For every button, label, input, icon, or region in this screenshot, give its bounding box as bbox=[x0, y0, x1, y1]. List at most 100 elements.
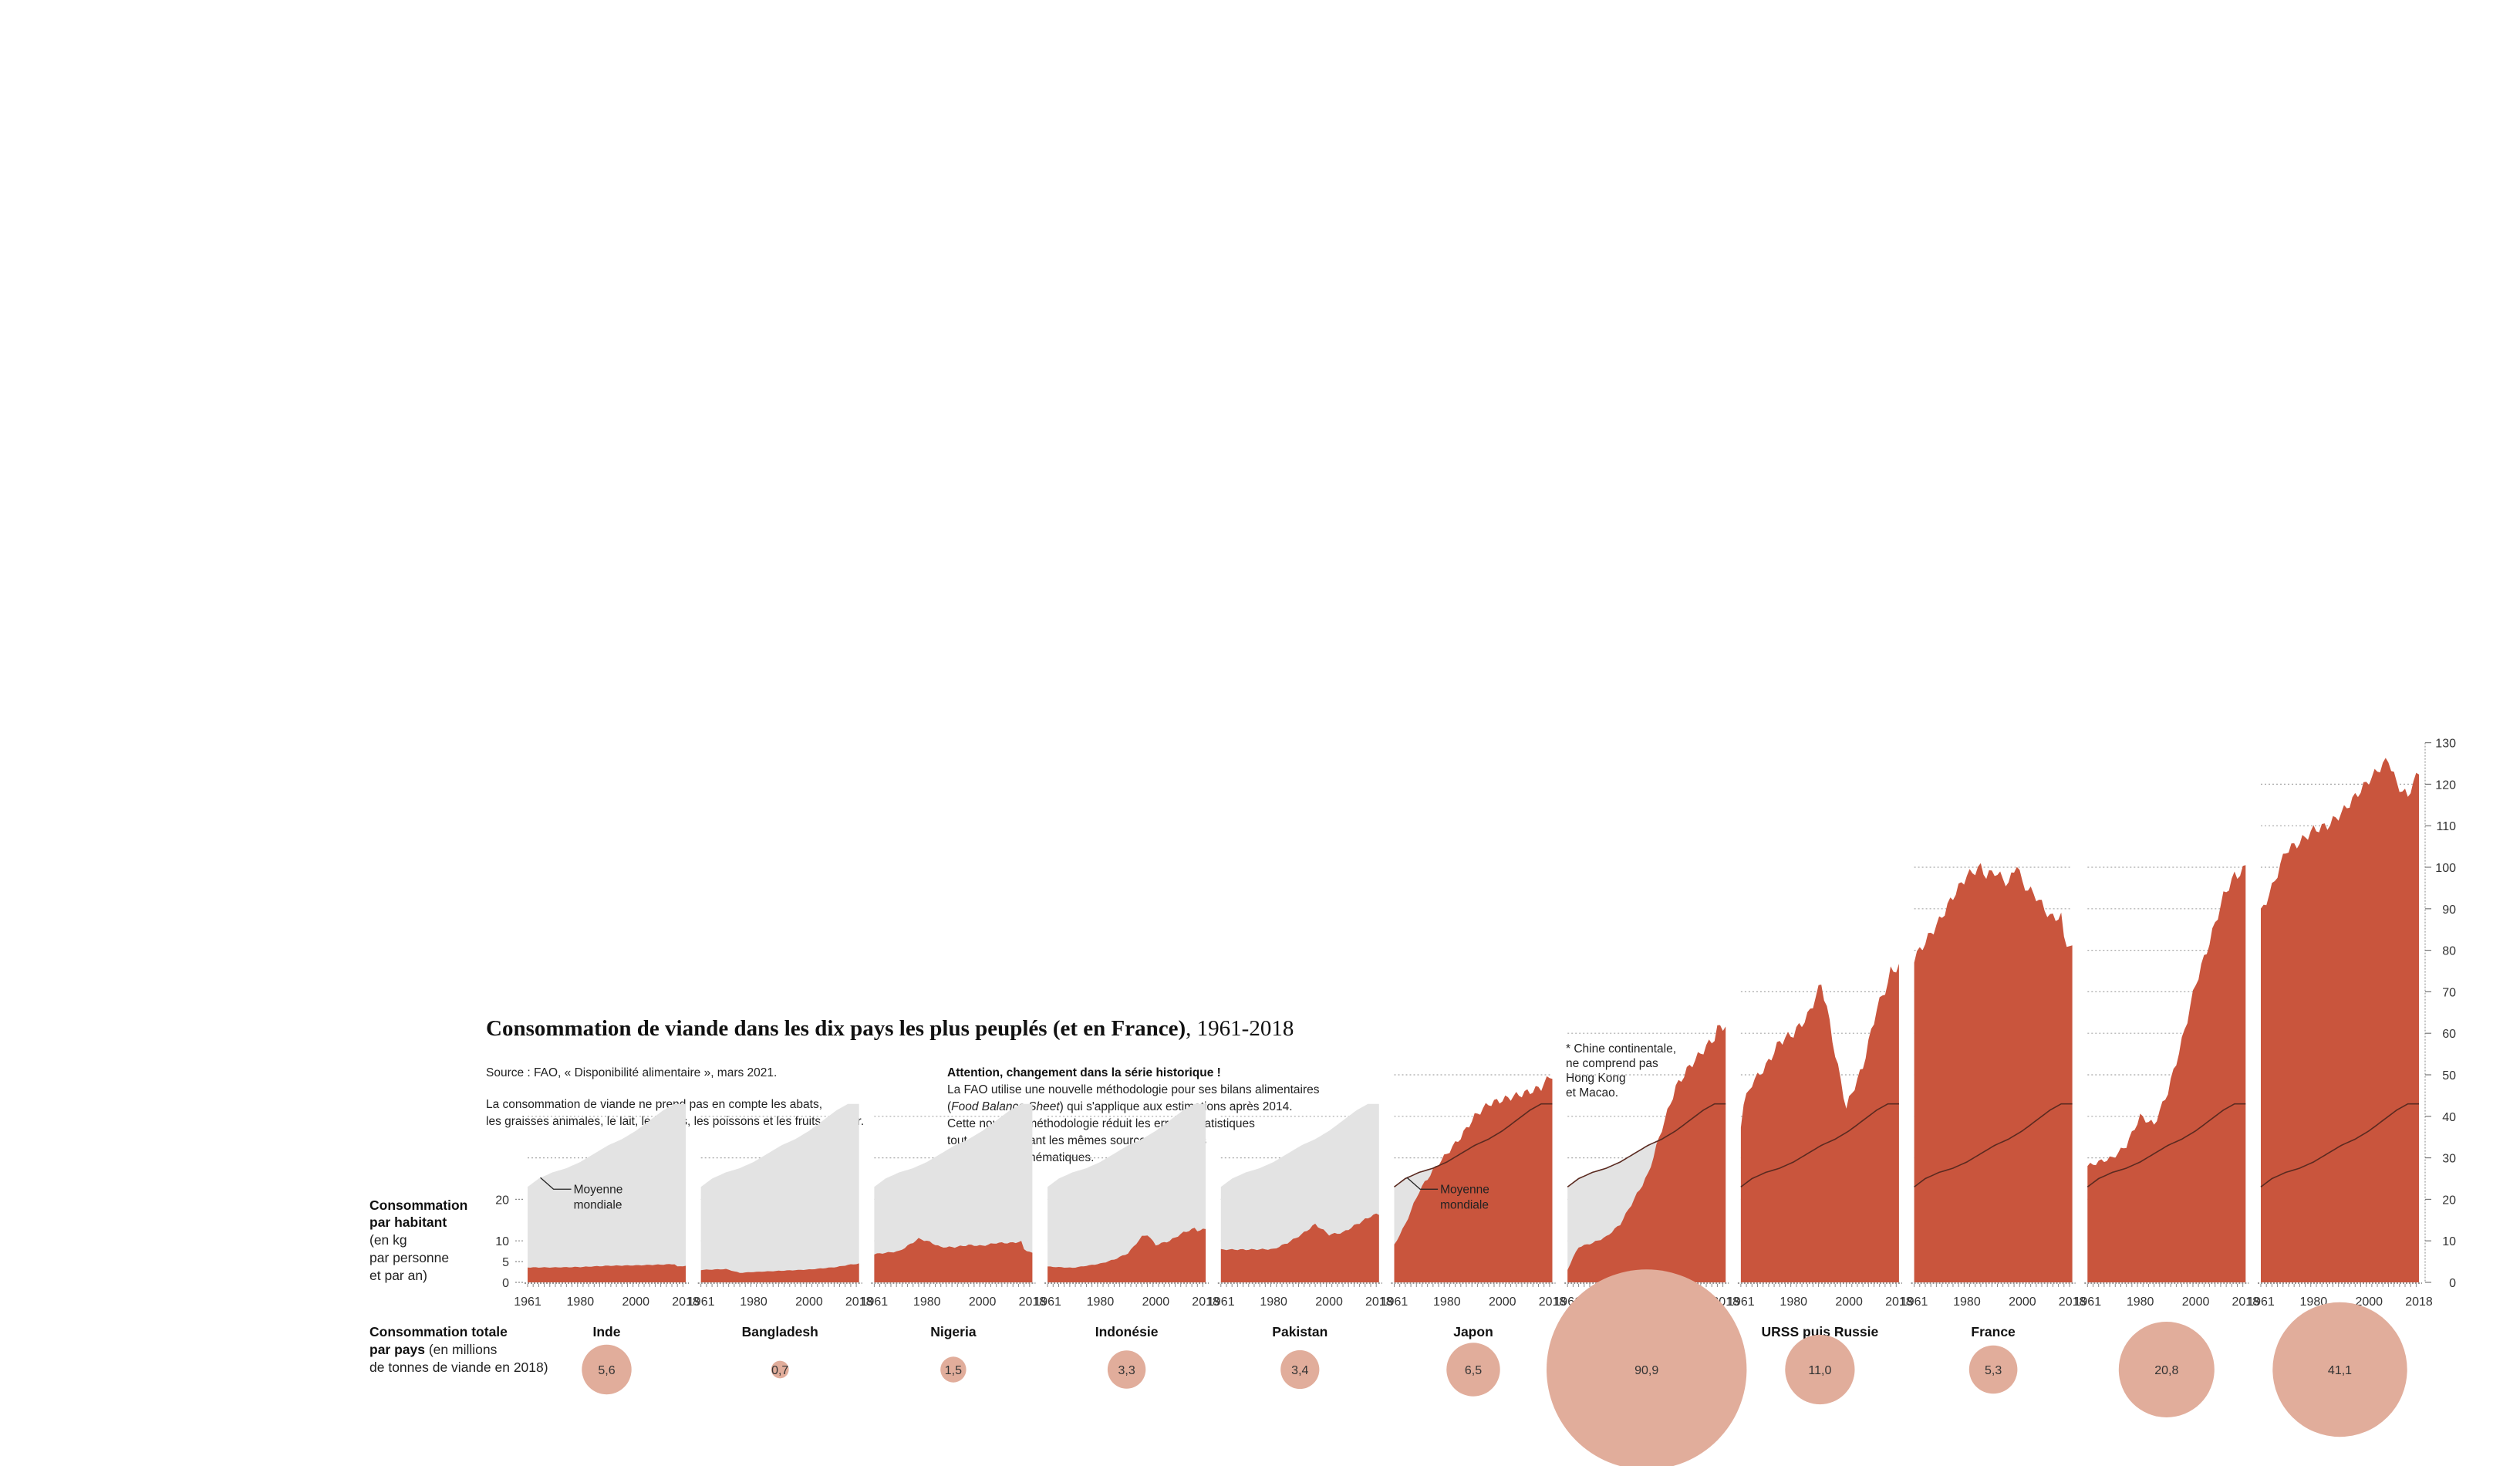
total-value-label: 41,1 bbox=[2328, 1364, 2352, 1377]
panel-2: 1961 1980 2000 2018 Bangladesh bbox=[687, 1103, 873, 1339]
total-bubble bbox=[2272, 1302, 2407, 1437]
total-consumption-label: Consommation totale par pays (en million… bbox=[369, 1324, 548, 1375]
x-tick-label: 2000 bbox=[1489, 1295, 1516, 1309]
total-bubble bbox=[582, 1344, 632, 1395]
country-name: Bangladesh bbox=[742, 1324, 818, 1339]
country-name: Indonésie bbox=[1095, 1324, 1159, 1339]
panel-10: 1961198020002018Brésil bbox=[2074, 865, 2260, 1339]
x-tick-label: 2018 bbox=[672, 1295, 700, 1309]
y-left-tick-label: 10 bbox=[495, 1235, 509, 1248]
world-average-label-1: Moyenne bbox=[1440, 1183, 1489, 1196]
country-area bbox=[874, 1238, 1033, 1282]
svg-text:Consommation totale: Consommation totale bbox=[369, 1324, 508, 1339]
country-area bbox=[1567, 1025, 1726, 1282]
chart-title-main: Consommation de viande dans les dix pays… bbox=[486, 1016, 1186, 1041]
y-right-tick-label: 90 bbox=[2442, 904, 2456, 917]
warning-line-2: (Food Balance Sheet) qui s'applique aux … bbox=[947, 1100, 1293, 1113]
chart-title: Consommation de viande dans les dix pays… bbox=[486, 1016, 1294, 1041]
x-tick-label: 1961 bbox=[687, 1295, 715, 1309]
panel-11: 1961198020002018États-Unis bbox=[2247, 758, 2433, 1339]
world-average-label-2: mondiale bbox=[1440, 1198, 1489, 1211]
y-right-tick-label: 10 bbox=[2442, 1235, 2456, 1248]
x-tick-label: 2000 bbox=[795, 1295, 823, 1309]
x-tick-label: 1980 bbox=[2127, 1295, 2154, 1309]
chart-title-years: , 1961-2018 bbox=[1186, 1016, 1294, 1041]
svg-text:par habitant: par habitant bbox=[369, 1214, 447, 1230]
svg-text:par personne: par personne bbox=[369, 1250, 449, 1265]
x-tick-label: 2000 bbox=[1142, 1295, 1170, 1309]
x-tick-label: 2018 bbox=[1885, 1295, 1913, 1309]
total-value-label: 0,7 bbox=[771, 1364, 788, 1377]
svg-text:Consommation: Consommation bbox=[369, 1197, 467, 1213]
y-right-tick-label: 30 bbox=[2442, 1153, 2456, 1166]
total-bubble bbox=[1785, 1334, 1855, 1405]
x-tick-label: 2018 bbox=[2232, 1295, 2260, 1309]
y-right-tick-label: 40 bbox=[2442, 1111, 2456, 1124]
scope-note-line-1: La consommation de viande ne prend pas e… bbox=[486, 1098, 822, 1111]
svg-text:et Macao.: et Macao. bbox=[1566, 1086, 1618, 1100]
svg-text:de tonnes de viande en 2018): de tonnes de viande en 2018) bbox=[369, 1360, 548, 1375]
x-tick-label: 1961 bbox=[1901, 1295, 1928, 1309]
x-tick-label: 1961 bbox=[1034, 1295, 1061, 1309]
panel-1: 1961 1980 2000 2018 Inde bbox=[514, 1103, 700, 1339]
total-bubbles: 5,6 0,7 1,5 3,3 3,4 6,5 90,9 11,0 5,3 20,8 41,1 bbox=[582, 1269, 2407, 1466]
panel-4: 1961 1980 2000 2018 Indonésie bbox=[1034, 1103, 1220, 1339]
source-notes: Source : FAO, « Disponibilité alimentair… bbox=[486, 1066, 864, 1128]
y-right-tick-label: 70 bbox=[2442, 986, 2456, 999]
total-bubble bbox=[1446, 1343, 1500, 1397]
x-tick-label: 2018 bbox=[1192, 1295, 1220, 1309]
x-tick-label: 2018 bbox=[2405, 1295, 2433, 1309]
total-value-label: 90,9 bbox=[1634, 1364, 1658, 1377]
total-value-label: 6,5 bbox=[1465, 1364, 1482, 1377]
svg-text:Hong Kong: Hong Kong bbox=[1566, 1072, 1626, 1085]
svg-text:ne comprend pas: ne comprend pas bbox=[1566, 1057, 1658, 1070]
x-tick-label: 1961 bbox=[1381, 1295, 1408, 1309]
world-average-line bbox=[1914, 1103, 2073, 1187]
y-right-tick-label: 60 bbox=[2442, 1028, 2456, 1041]
x-tick-label: 1961 bbox=[514, 1295, 541, 1309]
world-average-leader bbox=[540, 1177, 572, 1190]
country-name: Inde bbox=[593, 1324, 621, 1339]
y-left-tick-label: 5 bbox=[502, 1256, 509, 1269]
x-tick-label: 1980 bbox=[1087, 1295, 1115, 1309]
world-average-line bbox=[1567, 1103, 1726, 1187]
world-average-annotations: Moyenne mondiale Moyenne mondiale bbox=[540, 1177, 1489, 1211]
x-tick-label: 1980 bbox=[1433, 1295, 1461, 1309]
world-average-label-1: Moyenne bbox=[574, 1183, 623, 1196]
x-tick-label: 1980 bbox=[1260, 1295, 1287, 1309]
panel-8: 1961 1980 2000 2018 URSS puis Russie bbox=[1727, 964, 1913, 1339]
panel-9: 1961 1980 2000 2018 France bbox=[1901, 863, 2086, 1339]
country-panels: 1961 1980 2000 2018 Inde 1961 1980 2000 2018 Bang… bbox=[514, 758, 2433, 1339]
country-area bbox=[700, 1263, 859, 1282]
panel-5: 1961 1980 2000 2018 Pakistan bbox=[1207, 1103, 1393, 1339]
x-tick-label: 2000 bbox=[1835, 1295, 1863, 1309]
x-tick-label: 2018 bbox=[845, 1295, 873, 1309]
y-axis-left: 0 5 10 20 bbox=[495, 1194, 525, 1290]
x-tick-label: 1980 bbox=[913, 1295, 941, 1309]
y-right-tick-label: 110 bbox=[2436, 820, 2456, 833]
total-bubble bbox=[2118, 1322, 2215, 1417]
total-bubble bbox=[1107, 1350, 1146, 1389]
svg-text:et par an): et par an) bbox=[369, 1268, 427, 1283]
country-area bbox=[1914, 863, 2073, 1282]
world-average-line bbox=[1394, 1103, 1553, 1187]
x-tick-label: 2000 bbox=[969, 1295, 997, 1309]
x-tick-label: 2018 bbox=[1019, 1295, 1047, 1309]
total-value-label: 20,8 bbox=[2154, 1364, 2178, 1377]
y-right-tick-label: 20 bbox=[2442, 1194, 2456, 1207]
y-axis-right: 0 10 20 30 40 50 60 70 80 90 100 110 120 130 bbox=[2424, 738, 2456, 1290]
x-tick-label: 1961 bbox=[861, 1295, 889, 1309]
world-average-label-2: mondiale bbox=[574, 1198, 622, 1211]
country-area bbox=[1394, 1076, 1553, 1282]
y-left-tick-label: 20 bbox=[495, 1194, 509, 1207]
x-tick-label: 2000 bbox=[2355, 1295, 2383, 1309]
warning-title: Attention, changement dans la série hist… bbox=[947, 1066, 1221, 1079]
x-tick-label: 2000 bbox=[2009, 1295, 2036, 1309]
y-right-tick-label: 120 bbox=[2435, 779, 2456, 792]
total-bubble bbox=[940, 1356, 967, 1383]
x-tick-label: 1980 bbox=[1953, 1295, 1981, 1309]
svg-text:par pays (en millions: par pays (en millions bbox=[369, 1342, 498, 1357]
panel-3: 1961 1980 2000 2018 Nigeria bbox=[861, 1103, 1047, 1339]
world-average-area bbox=[528, 1103, 686, 1282]
